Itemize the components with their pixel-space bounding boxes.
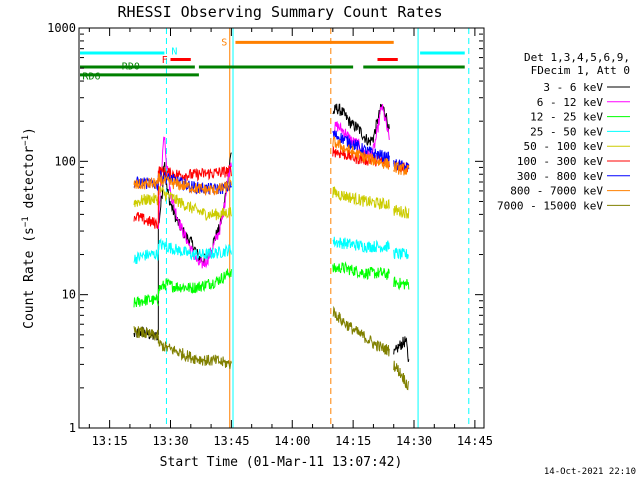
series-line-segment: [332, 186, 390, 210]
series-25-50-kev: [133, 236, 409, 265]
series-line-segment: [332, 136, 390, 170]
legend-header-line: Det 1,3,4,5,6,9,: [524, 51, 630, 64]
series-line-segment: [393, 276, 410, 291]
y-tick-label: 1000: [47, 21, 76, 35]
legend: Det 1,3,4,5,6,9,FDecim 1, Att 0 3 - 6 keV…: [497, 51, 630, 212]
series-line-segment: [332, 130, 390, 165]
y-axis: 1 10 100 1000: [47, 21, 483, 435]
series-line-segment: [157, 185, 232, 221]
y-tick-label: 100: [54, 154, 76, 168]
x-tick-label: 13:15: [92, 434, 128, 448]
series-800-7000-kev: [133, 136, 410, 196]
series-12-25-kev: [133, 261, 410, 308]
x-tick-label: 14:45: [457, 434, 493, 448]
x-tick-label: 13:30: [152, 434, 188, 448]
series-line-segment: [133, 249, 159, 265]
series-line-segment: [393, 247, 409, 260]
legend-entry-label: 6 - 12 keV: [537, 96, 604, 109]
state-bars: NF S RD0 RD6: [80, 38, 465, 83]
state-label-rd0: RD0: [122, 61, 140, 72]
legend-entry-label: 50 - 100 keV: [524, 140, 604, 153]
series-line-segment: [157, 338, 232, 370]
y-tick-label: 10: [62, 288, 76, 302]
series-line-segment: [133, 326, 159, 341]
series-line-segment: [393, 360, 410, 391]
legend-entry-label: 25 - 50 keV: [530, 125, 603, 138]
series-line-segment: [157, 173, 232, 196]
legend-entry-label: 300 - 800 keV: [517, 170, 603, 183]
series-line-segment: [157, 268, 232, 295]
x-tick-label: 14:15: [335, 434, 371, 448]
event-markers: [165, 28, 470, 428]
x-tick-label: 14:30: [396, 434, 432, 448]
legend-entry-label: 12 - 25 keV: [530, 111, 603, 124]
state-label-n: N: [171, 46, 177, 57]
series-line-segment: [133, 211, 159, 230]
legend-entry-label: 800 - 7000 keV: [510, 185, 603, 198]
legend-header-line: FDecim 1, Att 0: [531, 64, 630, 77]
legend-entry-label: 7000 - 15000 keV: [497, 199, 603, 212]
series-line-segment: [133, 176, 159, 190]
series-line-segment: [332, 305, 390, 357]
series-line-segment: [133, 193, 159, 208]
y-axis-label: Count Rate (s−1 detector−1): [21, 127, 37, 329]
y-tick-label: 1: [69, 421, 76, 435]
series-3-6-kev: [133, 103, 410, 362]
series-50-100-kev: [133, 185, 410, 221]
series-line-segment: [332, 236, 390, 253]
series-line-segment: [133, 293, 159, 308]
x-tick-label: 14:00: [274, 434, 310, 448]
legend-entry-label: 100 - 300 keV: [517, 155, 603, 168]
series-line-segment: [393, 160, 410, 176]
chart-title: RHESSI Observing Summary Count Rates: [117, 3, 442, 21]
state-label-s: S: [221, 38, 227, 49]
x-tick-label: 13:45: [213, 434, 249, 448]
x-axis: 13:15 13:30 13:45 14:00 14:15 14:30 14:45: [88, 28, 493, 448]
series-line-segment: [332, 261, 390, 281]
x-axis-label: Start Time (01-Mar-11 13:07:42): [160, 455, 403, 470]
series-7000-15000-kev: [133, 305, 410, 391]
state-label-f: F: [162, 55, 168, 66]
state-label-rd6: RD6: [82, 72, 100, 83]
series-line-segment: [393, 336, 410, 362]
series-lines: [133, 103, 410, 391]
footer-date: 14-Oct-2021 22:10: [544, 467, 636, 477]
series-line-segment: [393, 204, 410, 219]
plot-frame: [78, 27, 485, 429]
series-line-segment: [157, 165, 232, 182]
series-line-segment: [157, 237, 232, 261]
legend-entry-label: 3 - 6 keV: [543, 81, 603, 94]
